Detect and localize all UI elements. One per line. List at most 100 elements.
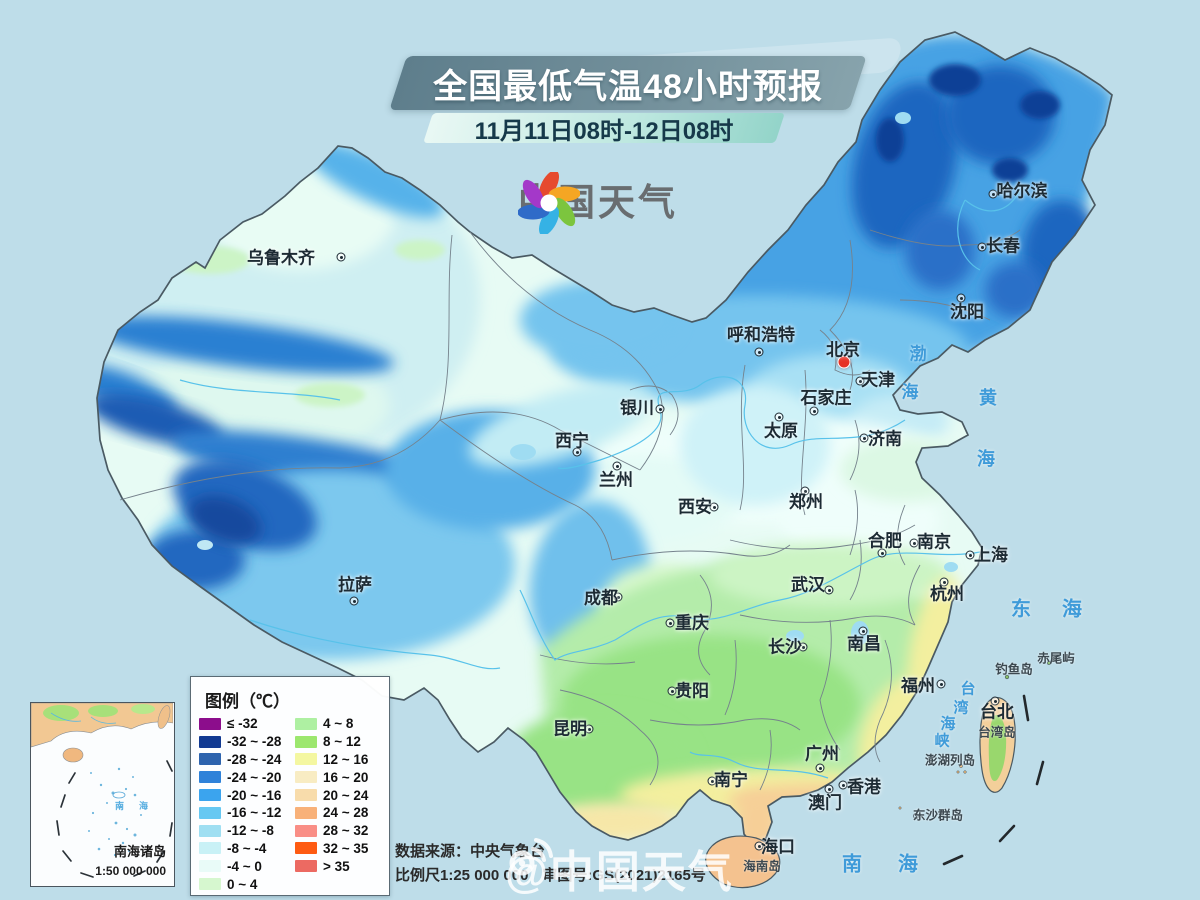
city-label: 长春 [986,236,1020,256]
legend-row: > 35 [295,857,368,875]
city-label: 银川 [620,398,654,418]
inset-map-graphic [31,703,173,878]
city-label: 广州 [805,744,839,764]
island-label: 澎湖列岛 [924,753,976,768]
city-marker [859,433,869,443]
page-title: 全国最低气温48小时预报 [433,67,823,106]
sea-label-char: 海 [940,716,956,733]
city-label: 拉萨 [338,575,372,595]
island-label: 海南岛 [743,859,781,874]
sea-label-char: 台 [960,681,976,698]
legend-row: 8 ~ 12 [295,733,368,751]
legend-row: 0 ~ 4 [199,875,281,893]
legend-row: -12 ~ -8 [199,822,281,840]
city-marker [336,252,346,262]
province-borders [119,229,1021,791]
city-marker [855,376,865,386]
city-marker [800,486,810,496]
legend-row: -4 ~ 0 [199,857,281,875]
city-marker [798,642,808,652]
city-label: 武汉 [791,575,825,595]
legend-swatch [199,842,221,855]
city-label: 昆明 [553,719,587,739]
legend-swatch [199,806,221,819]
legend-swatch [199,860,221,873]
legend-row: 12 ~ 16 [295,751,368,769]
legend-range-label: 16 ~ 20 [323,769,369,785]
island-label: 台湾岛 [978,725,1016,740]
capital-marker [837,355,851,369]
city-marker [988,189,998,199]
legend-range-label: -28 ~ -24 [227,751,282,767]
legend-row: 32 ~ 35 [295,840,368,858]
legend-range-label: 0 ~ 4 [227,876,258,892]
legend-range-label: 20 ~ 24 [323,787,369,803]
legend-range-label: -12 ~ -8 [227,823,274,839]
map-scale: 比例尺1:25 000 000 [395,867,529,884]
legend-row: 16 ~ 20 [295,768,368,786]
city-marker [977,242,987,252]
city-label: 乌鲁木齐 [247,248,315,268]
island-label: 东沙群岛 [912,808,964,823]
city-label: 台北 [980,702,1014,722]
city-label: 北京 [826,340,860,360]
small-islands [898,661,1051,819]
city-marker [809,406,819,416]
city-marker [584,724,594,734]
legend-swatch [199,735,221,748]
inset-sea-char: 海 [139,801,149,811]
legend-range-label: 28 ~ 32 [323,823,369,839]
city-marker [815,763,825,773]
legend-swatch [295,753,317,766]
city-marker [572,447,582,457]
city-marker [838,780,848,790]
legend-row: -16 ~ -12 [199,804,281,822]
legend-range-label: -16 ~ -12 [227,805,282,821]
city-marker [956,293,966,303]
legend-swatch [295,717,317,730]
legend-swatch [199,717,221,730]
city-marker [824,585,834,595]
legend-range-label: 8 ~ 12 [323,734,361,750]
legend-range-label: -24 ~ -20 [227,769,282,785]
legend-swatch [295,735,317,748]
city-label: 天津 [861,370,895,390]
city-marker [936,679,946,689]
legend-swatch [199,789,221,802]
city-marker [939,577,949,587]
city-marker [707,776,717,786]
legend-row: -28 ~ -24 [199,751,281,769]
legend-row: -8 ~ -4 [199,840,281,858]
city-marker [877,548,887,558]
city-label: 贵阳 [675,681,709,701]
legend-range-label: -32 ~ -28 [227,734,282,750]
legend-swatch [295,842,317,855]
city-label: 石家庄 [800,388,852,408]
rivers [179,189,1021,779]
city-marker [754,841,764,851]
city-marker [824,784,834,794]
city-marker [612,461,622,471]
legend-range-label: 12 ~ 16 [323,751,369,767]
city-label: 济南 [868,429,902,449]
lakes [197,112,958,645]
city-label: 南宁 [714,770,748,790]
sea-label-char: 海 [977,449,995,469]
legend-swatch [295,860,317,873]
city-marker [909,538,919,548]
sea-label-char: 湾 [953,700,969,717]
city-label: 澳门 [808,793,842,813]
city-label: 福州 [901,676,935,696]
legend-range-label: ≤ -32 [227,716,258,732]
city-label: 上海 [974,545,1008,565]
sea-label-char: 海 [898,853,918,876]
legend-row: -20 ~ -16 [199,786,281,804]
data-source: 数据来源：中央气象台 [395,843,546,860]
city-label: 杭州 [930,584,964,604]
city-label: 长沙 [768,637,802,657]
legend-range-label: > 35 [323,858,350,874]
legend-swatch [295,824,317,837]
city-label: 南京 [917,532,951,552]
city-label: 合肥 [868,531,902,551]
